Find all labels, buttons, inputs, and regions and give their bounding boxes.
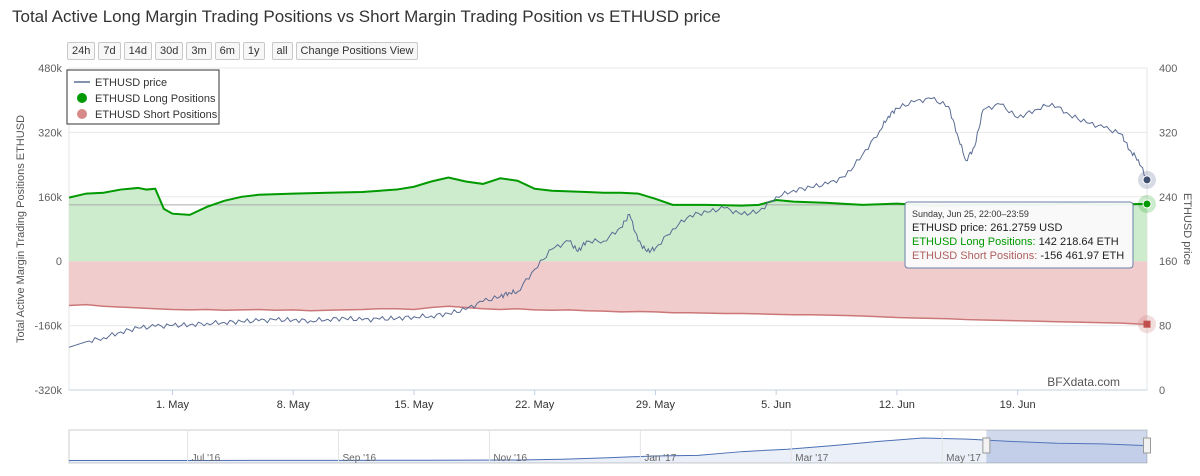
tooltip-row-name: ETHUSD price:	[912, 222, 990, 234]
range-button-7d[interactable]: 7d	[98, 42, 121, 60]
y-left-tick-label: 160k	[38, 192, 62, 204]
y-left-tick-label: 480k	[38, 63, 62, 75]
y-left-tick-label: 320k	[38, 127, 62, 139]
x-tick-label: 5. Jun	[761, 399, 791, 411]
y-right-axis-title: ETHUSD price	[1181, 193, 1193, 265]
tooltip-row-value: 261.2759 USD	[990, 222, 1062, 234]
tooltip-row-2: ETHUSD Long Positions: 142 218.64 ETH	[912, 236, 1119, 248]
price-line	[68, 96, 1148, 348]
navigator-area	[69, 438, 1147, 463]
change-positions-view-button[interactable]: Change Positions View	[295, 42, 419, 60]
navigator-label: Jan '17	[644, 453, 676, 464]
y-left-tick-label: 0	[56, 256, 62, 268]
y-right-tick-label: 400	[1159, 63, 1177, 75]
y-right-tick-label: 240	[1159, 192, 1177, 204]
tooltip-box	[904, 201, 1134, 269]
navigator-selection	[986, 430, 1147, 463]
y-right-tick-label: 160	[1159, 256, 1177, 268]
y-right-tick-label: 320	[1159, 127, 1177, 139]
navigator-label: Sep '16	[343, 453, 377, 464]
range-button-24h[interactable]: 24h	[67, 42, 96, 60]
navigator-line	[69, 437, 1148, 462]
y-left-tick-label: -320k	[34, 385, 62, 397]
x-tick-label: 29. May	[636, 399, 676, 411]
x-tick-label: 1. May	[156, 399, 190, 411]
tooltip-row-name: ETHUSD Long Positions:	[912, 236, 1039, 248]
navigator-handle-right[interactable]	[1143, 437, 1151, 454]
short-marker	[1143, 320, 1151, 328]
range-button-all[interactable]: all	[271, 42, 293, 60]
tooltip-date: Sunday, Jun 25, 22:00–23:59	[912, 209, 1029, 219]
legend-long-label: ETHUSD Long Positions	[95, 93, 216, 105]
navigator-handle-left[interactable]	[982, 437, 991, 454]
legend: ETHUSD price ETHUSD Long Positions ETHUSD …	[66, 69, 220, 125]
range-button-6m[interactable]: 6m	[214, 42, 240, 60]
price-marker	[1142, 175, 1152, 185]
tooltip-row-1: ETHUSD price: 261.2759 USD	[912, 222, 1062, 234]
navigator-label: Jul '16	[192, 453, 221, 464]
range-button-1y[interactable]: 1y	[242, 42, 265, 60]
short-positions-line	[68, 303, 1148, 325]
navigator-label: Mar '17	[795, 453, 828, 464]
navigator-label: Nov '16	[493, 453, 527, 464]
tooltip-row-value: -156 461.97 ETH	[1040, 250, 1124, 262]
x-tick-label: 8. May	[277, 399, 311, 411]
long-marker	[1142, 199, 1152, 209]
legend-long-symbol	[77, 93, 87, 103]
watermark: BFXdata.com	[1047, 375, 1120, 389]
tooltip-row-value: 142 218.64 ETH	[1039, 236, 1119, 248]
tooltip-row-name: ETHUSD Short Positions:	[912, 250, 1040, 262]
y-right-tick-label: 0	[1159, 385, 1165, 397]
y-left-axis-title: Total Active Margin Trading Positions ET…	[15, 115, 27, 343]
x-tick-label: 15. May	[394, 399, 434, 411]
x-tick-label: 22. May	[515, 399, 555, 411]
x-tick-label: 19. Jun	[1000, 399, 1036, 411]
legend-short-label: ETHUSD Short Positions	[95, 109, 218, 121]
x-tick-label: 12. Jun	[879, 399, 915, 411]
range-button-14d[interactable]: 14d	[123, 42, 152, 60]
long-positions-area	[69, 177, 1147, 262]
long-positions-line	[68, 176, 1148, 216]
range-button-30d[interactable]: 30d	[154, 42, 184, 60]
y-left-tick-label: -160k	[34, 321, 62, 333]
range-button-3m[interactable]: 3m	[186, 42, 212, 60]
navigator-label: May '17	[946, 453, 981, 464]
tooltip-row-3: ETHUSD Short Positions: -156 461.97 ETH	[912, 250, 1124, 262]
legend-box	[66, 69, 220, 125]
legend-short-symbol	[77, 109, 87, 119]
legend-price-label: ETHUSD price	[95, 77, 167, 89]
range-selector: 24h 7d 14d 30d 3m 6m 1y all Change Posit…	[67, 42, 419, 60]
y-right-tick-label: 80	[1159, 321, 1171, 333]
tooltip: Sunday, Jun 25, 22:00–23:59 ETHUSD price:…	[904, 201, 1134, 269]
short-positions-area	[69, 261, 1147, 325]
chart-title: Total Active Long Margin Trading Positio…	[12, 7, 721, 26]
